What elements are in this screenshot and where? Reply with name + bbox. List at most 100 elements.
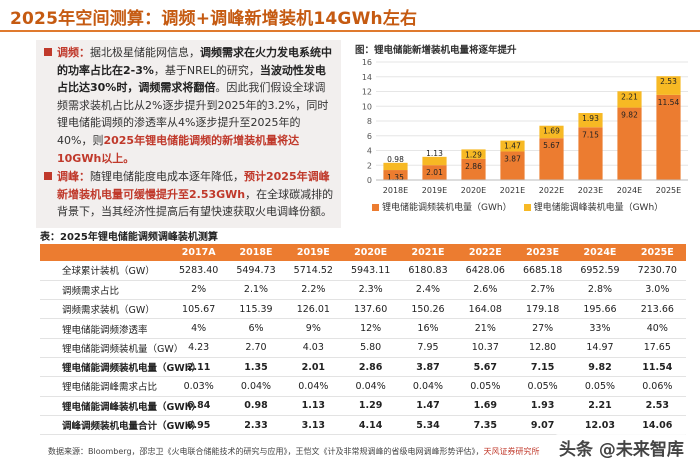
table-cell: 6.84 <box>170 396 228 416</box>
table-row: 锂电储能调峰装机电量（GWh） 6.84 0.98 1.13 1.29 1.47 1.69 1… <box>40 396 686 416</box>
bar-peak <box>539 125 564 139</box>
legend-swatch-orange <box>372 204 379 211</box>
x-tick-label: 2022E <box>539 186 564 195</box>
row-label: 全球累计装机（GW） <box>40 261 170 281</box>
table-body: 全球累计装机（GW） 5283.40 5494.73 5714.52 5943.11 61… <box>40 261 686 436</box>
y-tick-label: 12 <box>362 88 372 97</box>
paragraph-lead: 调峰： <box>57 170 90 184</box>
bar-frequency <box>578 127 603 180</box>
chart-title: 图：锂电储能新增装机电量将逐年提升 <box>355 45 517 56</box>
table-cell: 2.8% <box>571 280 629 301</box>
table-cell: 6180.83 <box>399 261 457 281</box>
table-cell: 2.33 <box>227 415 285 436</box>
table-cell: 1.47 <box>399 396 457 416</box>
paragraph-text: 随锂电储能度电成本逐年降低， <box>90 170 244 184</box>
paragraph-bold: 调频需求在火力发电系统中的功率占比在2-3% <box>57 46 332 77</box>
table-header-year: 2019E <box>284 244 342 261</box>
legend-swatch-yellow <box>523 204 531 211</box>
table-cell: 12% <box>341 318 400 339</box>
paragraph-text: ，在全球碳减排的背景下，当其经济性提高后有望快速获取火电调峰份额。 <box>57 187 334 219</box>
table-cell: 5.34 <box>399 415 457 436</box>
table-cell: 137.60 <box>341 299 400 320</box>
legend-item-frequency: 锂电储能调频装机电量（GWh） <box>372 200 512 213</box>
table-header-year: 2017A <box>170 244 228 261</box>
paragraph-bold: 当波动性发电占比达30%时，调频需求将翻倍 <box>57 63 326 95</box>
table-cell: 0.04% <box>284 376 342 397</box>
y-tick-label: 14 <box>362 73 372 82</box>
paragraph-text: 据北极星储能网信息， <box>90 46 200 59</box>
bar-frequency <box>383 170 408 180</box>
data-label-frequency: 2.01 <box>426 168 443 177</box>
table-cell: 4.23 <box>170 338 228 358</box>
legend-label: 锂电储能调峰装机电量（GWh） <box>533 203 664 213</box>
data-label-frequency: 9.82 <box>621 111 638 120</box>
data-label-frequency: 1.35 <box>387 173 404 182</box>
table-cell: 9.82 <box>571 357 629 378</box>
table-cell: 12.03 <box>571 415 629 436</box>
table-cell: 179.18 <box>513 299 572 320</box>
table-header-year: 2023E <box>513 244 572 261</box>
table-header-corner <box>40 244 170 261</box>
table-cell: 6685.18 <box>513 261 572 281</box>
table-header-year: 2024E <box>571 244 629 261</box>
table-cell: 10.37 <box>456 338 514 358</box>
table-cell: 1.69 <box>456 396 514 416</box>
chart-legend: 锂电储能调频装机电量（GWh） 锂电储能调峰装机电量（GWh） <box>372 200 663 213</box>
table-cell: 2.4% <box>399 280 457 301</box>
data-label-peak: 1.47 <box>504 142 521 151</box>
x-tick-label: 2019E <box>422 186 447 195</box>
table-cell: 7230.70 <box>628 261 686 281</box>
table-cell: 14.06 <box>628 415 686 436</box>
table-cell: 27% <box>513 318 572 339</box>
table-cell: 1.29 <box>341 396 400 416</box>
bar-peak <box>500 140 525 152</box>
table-cell: 2.86 <box>341 357 400 378</box>
bar-frequency <box>500 151 525 180</box>
paragraph-frequency: 调频：据北极星储能网信息，调频需求在火力发电系统中的功率占比在2-3%，基于NR… <box>44 44 335 167</box>
table-row: 调频需求占比 2% 2.1% 2.2% 2.3% 2.4% 2.6% 2.7% 2.8% 3.0% <box>40 280 686 301</box>
table-cell: 33% <box>571 318 629 339</box>
summary-textbox: 调频：据北极星储能网信息，调频需求在火力发电系统中的功率占比在2-3%，基于NR… <box>36 40 341 228</box>
source-note: 数据来源：Bloomberg，邵忠卫《火电联合储能技术的研究与应用》，王恺文《计… <box>48 446 540 457</box>
y-tick-label: 6 <box>367 132 372 141</box>
table-cell: 9.07 <box>513 415 572 436</box>
table-cell: 6952.59 <box>571 261 629 281</box>
table-cell: 6428.06 <box>456 261 514 281</box>
data-label-peak: 2.21 <box>621 92 638 101</box>
table-cell: 3.87 <box>399 357 457 378</box>
table-cell: 0.05% <box>571 376 629 397</box>
table-cell: 11.54 <box>628 357 686 378</box>
data-label-frequency: 11.54 <box>658 98 680 107</box>
row-label: 锂电储能调频装机量（GW） <box>40 338 183 358</box>
table-cell: 17.65 <box>628 338 686 358</box>
paragraph-lead: 调频： <box>57 46 90 59</box>
table-cell: 5494.73 <box>227 261 285 281</box>
legend-label: 锂电储能调频装机电量（GWh） <box>382 203 512 213</box>
forecast-table: 2017A 2018E 2019E 2020E 2021E 2022E 2023E 2024E… <box>40 244 686 436</box>
table-cell: 0.03% <box>170 376 228 397</box>
square-bullet-icon <box>44 172 52 181</box>
table-cell: 8.95 <box>170 415 228 436</box>
table-cell: 0.06% <box>628 376 686 397</box>
table-cell: 16% <box>399 318 457 339</box>
paragraph-peak: 调峰：随锂电储能度电成本逐年降低，预计2025年调峰新增装机电量可缓慢提升至2.… <box>44 168 335 221</box>
data-label-peak: 2.53 <box>660 77 677 86</box>
bar-peak <box>617 91 642 108</box>
table-header-year: 2021E <box>399 244 457 261</box>
table-cell: 164.08 <box>456 299 514 320</box>
table-cell: 115.39 <box>227 299 285 320</box>
table-cell: 2.1% <box>227 280 285 301</box>
table-cell: 5283.40 <box>170 261 228 281</box>
row-label: 调频需求装机（GW） <box>40 299 170 320</box>
table-cell: 0.04% <box>341 376 400 397</box>
table-header-year: 2020E <box>341 244 400 261</box>
table-cell: 2.70 <box>227 338 285 358</box>
table-cell: 0.98 <box>227 396 285 416</box>
table-cell: 1.13 <box>284 396 342 416</box>
data-label-peak: 1.29 <box>465 150 482 159</box>
table-cell: 5943.11 <box>341 261 400 281</box>
row-label: 调频需求占比 <box>40 280 170 301</box>
table-row: 调峰调频装机电量合计（GWh） 8.95 2.33 3.13 4.14 5.34 7.35 9… <box>40 415 686 436</box>
table-cell: 7.15 <box>513 357 572 378</box>
data-label-frequency: 5.67 <box>543 141 560 150</box>
